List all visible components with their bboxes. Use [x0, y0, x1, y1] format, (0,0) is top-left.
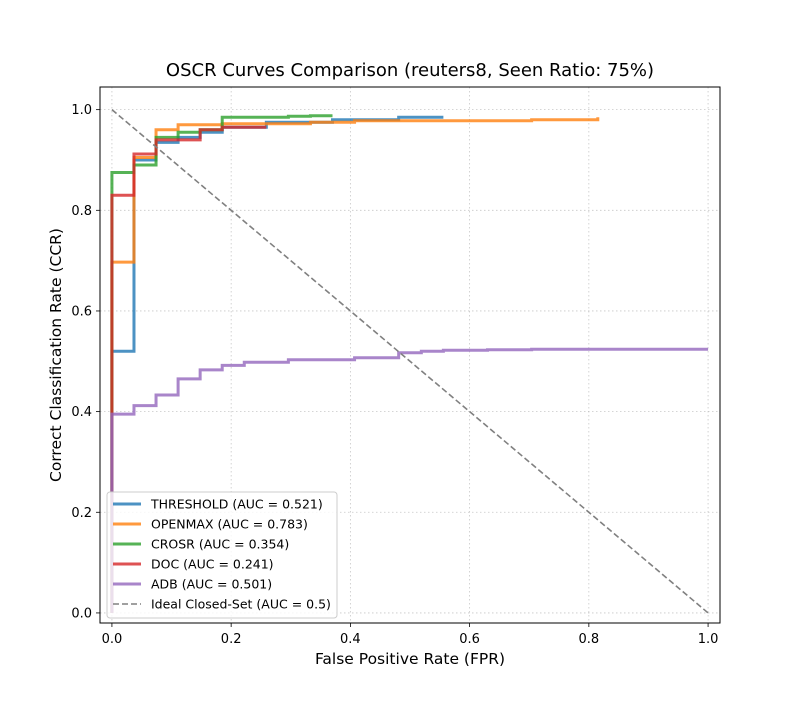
y-tick-label: 0.2 [71, 506, 92, 521]
series-line-3 [110, 125, 267, 613]
y-tick-label: 0.0 [71, 606, 92, 621]
x-tick-label: 1.0 [698, 632, 719, 647]
y-tick-label: 0.4 [71, 405, 92, 420]
y-tick-label: 1.0 [71, 103, 92, 118]
legend-label-1: OPENMAX (AUC = 0.783) [151, 517, 308, 532]
tick-layer: 0.0 0.2 0.4 0.6 0.8 1.0 0.0 0.2 0.4 0.6 0.8 1.0 [71, 103, 718, 647]
x-axis-label: False Positive Rate (FPR) [315, 650, 505, 668]
x-tick-label: 0.0 [102, 632, 123, 647]
legend-label-0: THRESHOLD (AUC = 0.521) [150, 497, 323, 512]
plot-frame [99, 86, 721, 624]
y-axis-label: Correct Classification Rate (CCR) [47, 228, 65, 482]
x-tick-label: 0.8 [579, 632, 600, 647]
chart-title: OSCR Curves Comparison (reuters8, Seen R… [166, 60, 654, 81]
legend-label-2: CROSR (AUC = 0.354) [151, 537, 289, 552]
y-tick-label: 0.6 [71, 304, 92, 319]
x-tick-label: 0.6 [459, 632, 480, 647]
series-layer [110, 109, 709, 614]
legend-label-3: DOC (AUC = 0.241) [151, 557, 274, 572]
legend: THRESHOLD (AUC = 0.521) OPENMAX (AUC = 0.… [106, 491, 338, 619]
series-line-4 [110, 347, 709, 613]
y-tick-label: 0.8 [71, 204, 92, 219]
x-tick-label: 0.2 [221, 632, 242, 647]
series-line-5 [111, 109, 709, 614]
legend-label-5: Ideal Closed-Set (AUC = 0.5) [151, 597, 331, 612]
legend-box [106, 491, 338, 619]
legend-label-4: ADB (AUC = 0.501) [151, 577, 272, 592]
x-tick-label: 0.4 [340, 632, 361, 647]
